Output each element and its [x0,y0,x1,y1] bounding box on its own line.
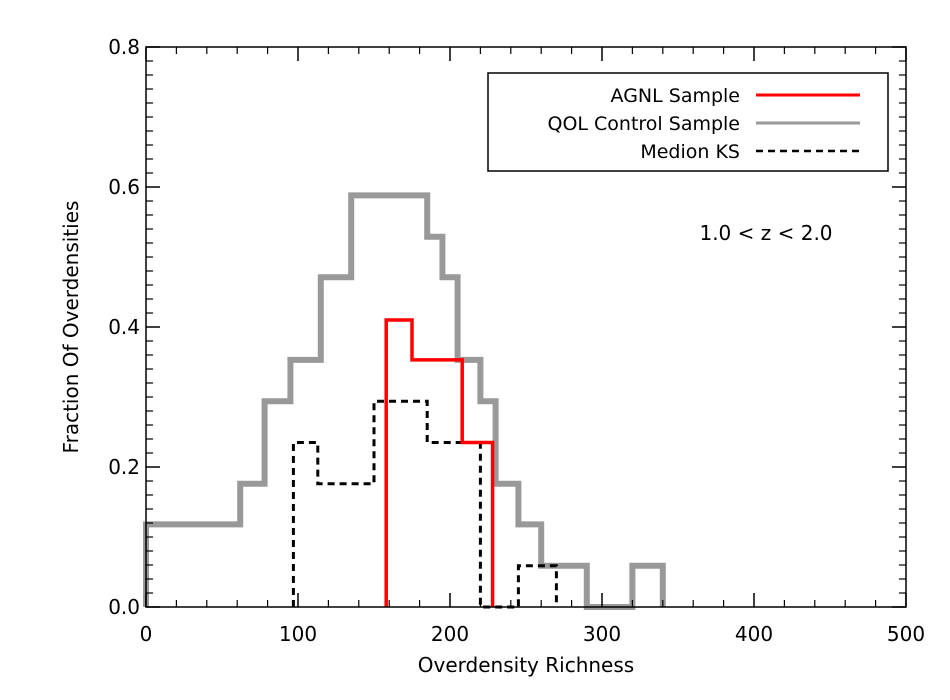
redshift-range-annotation: 1.0 < z < 2.0 [699,221,832,245]
legend-label-qol: QOL Control Sample [548,113,741,135]
y-tick-label: 0.6 [108,175,140,199]
y-tick-label: 0.0 [108,595,140,619]
legend-label-agnl: AGNL Sample [611,85,740,107]
x-tick-label: 500 [887,622,925,646]
series-agnl-histogram [384,318,495,607]
y-tick-label: 0.4 [108,315,140,339]
legend-label-median-ks: Medion KS [640,141,740,163]
y-tick-label: 0.8 [108,35,140,59]
series-layer [143,192,666,610]
x-tick-label: 400 [735,622,773,646]
legend: AGNL Sample QOL Control Sample Medion KS [487,72,889,172]
series-median-ks-histogram [291,399,558,609]
x-tick-label: 100 [279,622,317,646]
legend-box [487,72,889,172]
y-axis-label: Fraction Of Overdensities [59,201,83,454]
x-tick-label: 0 [140,622,153,646]
ticks-layer: 0 100 200 300 400 500 0.0 0.2 0.4 0.6 0.8 [108,35,925,646]
series-qol-control-histogram [143,192,666,610]
y-tick-label: 0.2 [108,455,140,479]
x-tick-label: 200 [431,622,469,646]
x-tick-label: 300 [583,622,621,646]
x-axis-label: Overdensity Richness [418,653,634,677]
